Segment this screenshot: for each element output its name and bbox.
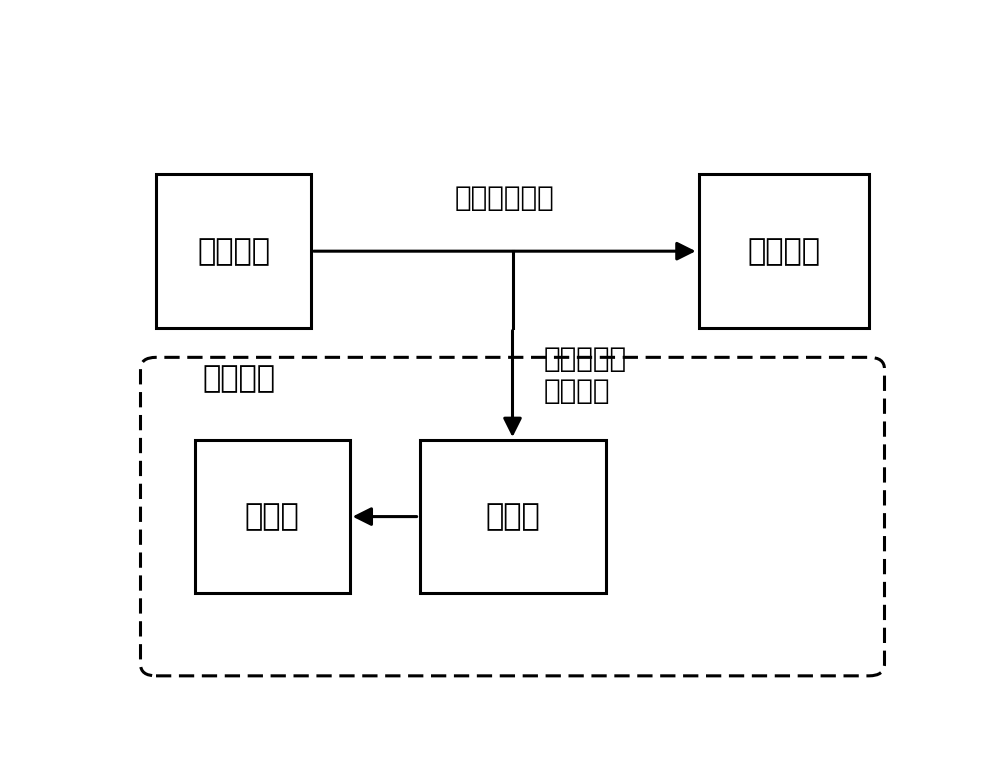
- Text: 编码器、光
栅尺信号: 编码器、光 栅尺信号: [544, 345, 627, 405]
- Text: 计算机: 计算机: [245, 502, 300, 531]
- Bar: [156, 175, 311, 328]
- Bar: [698, 175, 869, 328]
- Text: 系统反馈信号: 系统反馈信号: [455, 184, 555, 212]
- Text: 采集系统: 采集系统: [202, 364, 276, 393]
- Bar: [195, 440, 350, 593]
- Text: 工业设备: 工业设备: [197, 237, 270, 266]
- Bar: [420, 440, 606, 593]
- Text: 采集卡: 采集卡: [485, 502, 540, 531]
- Text: 控制系统: 控制系统: [747, 237, 820, 266]
